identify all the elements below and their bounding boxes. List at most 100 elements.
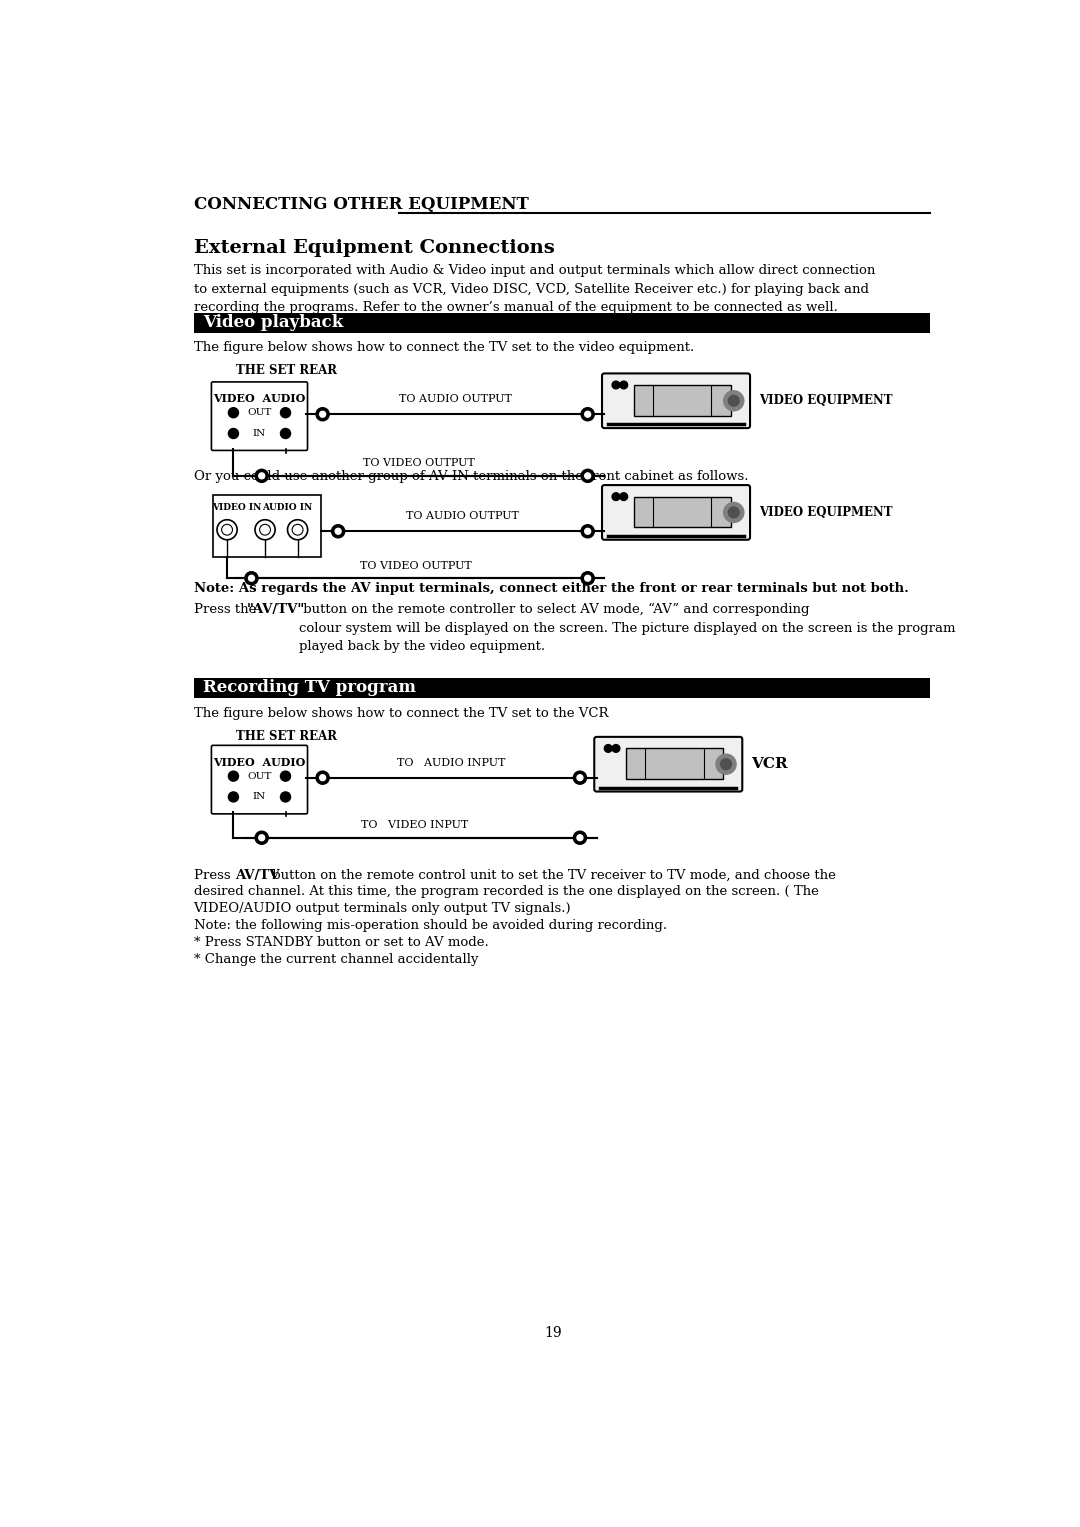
Circle shape <box>228 793 239 802</box>
Text: The figure below shows how to connect the TV set to the VCR: The figure below shows how to connect th… <box>193 707 608 719</box>
Circle shape <box>316 408 329 421</box>
Circle shape <box>724 391 744 411</box>
FancyBboxPatch shape <box>626 748 723 779</box>
Circle shape <box>228 771 239 782</box>
Circle shape <box>335 528 341 534</box>
Circle shape <box>584 473 591 479</box>
Text: * Press STANDBY button or set to AV mode.: * Press STANDBY button or set to AV mode… <box>193 936 488 950</box>
Circle shape <box>577 835 583 841</box>
FancyBboxPatch shape <box>212 745 308 814</box>
Text: THE SET REAR: THE SET REAR <box>237 365 337 377</box>
Circle shape <box>620 382 627 389</box>
Circle shape <box>332 525 345 538</box>
Text: OUT: OUT <box>247 771 272 780</box>
Circle shape <box>573 831 586 844</box>
Circle shape <box>612 745 620 753</box>
Circle shape <box>281 429 291 438</box>
Text: VIDEO  AUDIO: VIDEO AUDIO <box>213 394 306 405</box>
Circle shape <box>584 411 591 417</box>
Circle shape <box>293 524 303 534</box>
Text: CONNECTING OTHER EQUIPMENT: CONNECTING OTHER EQUIPMENT <box>193 195 528 212</box>
Text: Note: As regards the AV input terminals, connect either the front or rear termin: Note: As regards the AV input terminals,… <box>193 582 908 596</box>
Text: button on the remote control unit to set the TV receiver to TV mode, and choose : button on the remote control unit to set… <box>268 869 836 881</box>
Circle shape <box>581 525 594 538</box>
Text: OUT: OUT <box>247 408 272 417</box>
Circle shape <box>221 524 232 534</box>
Text: Press the: Press the <box>193 603 260 615</box>
FancyBboxPatch shape <box>602 374 750 428</box>
Text: THE SET REAR: THE SET REAR <box>237 730 337 744</box>
Circle shape <box>577 774 583 780</box>
FancyBboxPatch shape <box>193 678 930 698</box>
Circle shape <box>581 408 594 421</box>
Circle shape <box>287 519 308 539</box>
Circle shape <box>320 411 325 417</box>
Circle shape <box>255 519 275 539</box>
Text: Video playback: Video playback <box>203 315 343 331</box>
Text: TO   VIDEO INPUT: TO VIDEO INPUT <box>362 820 469 831</box>
Text: VCR: VCR <box>752 757 788 771</box>
Circle shape <box>320 774 325 780</box>
Text: IN: IN <box>253 793 266 802</box>
Text: The figure below shows how to connect the TV set to the video equipment.: The figure below shows how to connect th… <box>193 341 693 354</box>
Circle shape <box>259 473 265 479</box>
Circle shape <box>584 576 591 582</box>
Text: Or you could use another group of AV IN terminals on the front cabinet as follow: Or you could use another group of AV IN … <box>193 470 748 483</box>
FancyBboxPatch shape <box>634 385 731 415</box>
Text: VIDEO/AUDIO output terminals only output TV signals.): VIDEO/AUDIO output terminals only output… <box>193 902 571 915</box>
Text: VIDEO EQUIPMENT: VIDEO EQUIPMENT <box>759 394 893 408</box>
Circle shape <box>724 502 744 522</box>
Circle shape <box>612 382 620 389</box>
Circle shape <box>281 793 291 802</box>
Text: VIDEO EQUIPMENT: VIDEO EQUIPMENT <box>759 505 893 519</box>
Text: External Equipment Connections: External Equipment Connections <box>193 238 554 257</box>
Circle shape <box>605 745 612 753</box>
FancyBboxPatch shape <box>602 486 750 539</box>
Circle shape <box>728 507 739 518</box>
Text: TO AUDIO OUTPUT: TO AUDIO OUTPUT <box>399 394 512 405</box>
Text: Note: the following mis-operation should be avoided during recording.: Note: the following mis-operation should… <box>193 919 666 933</box>
Circle shape <box>612 493 620 501</box>
Text: desired channel. At this time, the program recorded is the one displayed on the : desired channel. At this time, the progr… <box>193 886 819 898</box>
Circle shape <box>281 408 291 418</box>
Text: * Change the current channel accidentally: * Change the current channel accidentall… <box>193 953 478 967</box>
Text: Recording TV program: Recording TV program <box>203 680 416 696</box>
FancyBboxPatch shape <box>212 382 308 450</box>
Text: VIDEO IN: VIDEO IN <box>212 502 261 512</box>
Text: This set is incorporated with Audio & Video input and output terminals which all: This set is incorporated with Audio & Vi… <box>193 264 875 315</box>
FancyBboxPatch shape <box>594 738 742 791</box>
Circle shape <box>245 571 258 585</box>
FancyBboxPatch shape <box>213 495 322 557</box>
Circle shape <box>620 493 627 501</box>
Circle shape <box>720 759 731 770</box>
Text: TO VIDEO OUTPUT: TO VIDEO OUTPUT <box>360 560 472 571</box>
Text: TO   AUDIO INPUT: TO AUDIO INPUT <box>397 757 505 768</box>
Text: TO AUDIO OUTPUT: TO AUDIO OUTPUT <box>406 512 519 521</box>
Circle shape <box>259 835 265 841</box>
Circle shape <box>728 395 739 406</box>
Text: "AV/TV": "AV/TV" <box>247 603 306 615</box>
Circle shape <box>248 576 255 582</box>
Text: VIDEO  AUDIO: VIDEO AUDIO <box>213 757 306 768</box>
Text: TO VIDEO OUTPUT: TO VIDEO OUTPUT <box>363 458 475 469</box>
Circle shape <box>573 771 586 785</box>
Text: AUDIO IN: AUDIO IN <box>261 502 312 512</box>
Text: button on the remote controller to select AV mode, “AV” and corresponding
colour: button on the remote controller to selec… <box>299 603 956 654</box>
Circle shape <box>255 831 268 844</box>
Circle shape <box>255 469 268 483</box>
Circle shape <box>716 754 737 774</box>
Circle shape <box>228 408 239 418</box>
Text: 19: 19 <box>544 1325 563 1339</box>
Text: Press: Press <box>193 869 239 881</box>
Circle shape <box>316 771 329 785</box>
Circle shape <box>281 771 291 782</box>
Circle shape <box>581 571 594 585</box>
Circle shape <box>584 528 591 534</box>
Circle shape <box>217 519 238 539</box>
Circle shape <box>581 469 594 483</box>
FancyBboxPatch shape <box>634 496 731 527</box>
FancyBboxPatch shape <box>193 313 930 333</box>
Circle shape <box>259 524 270 534</box>
Text: AV/TV: AV/TV <box>234 869 279 881</box>
Circle shape <box>228 429 239 438</box>
